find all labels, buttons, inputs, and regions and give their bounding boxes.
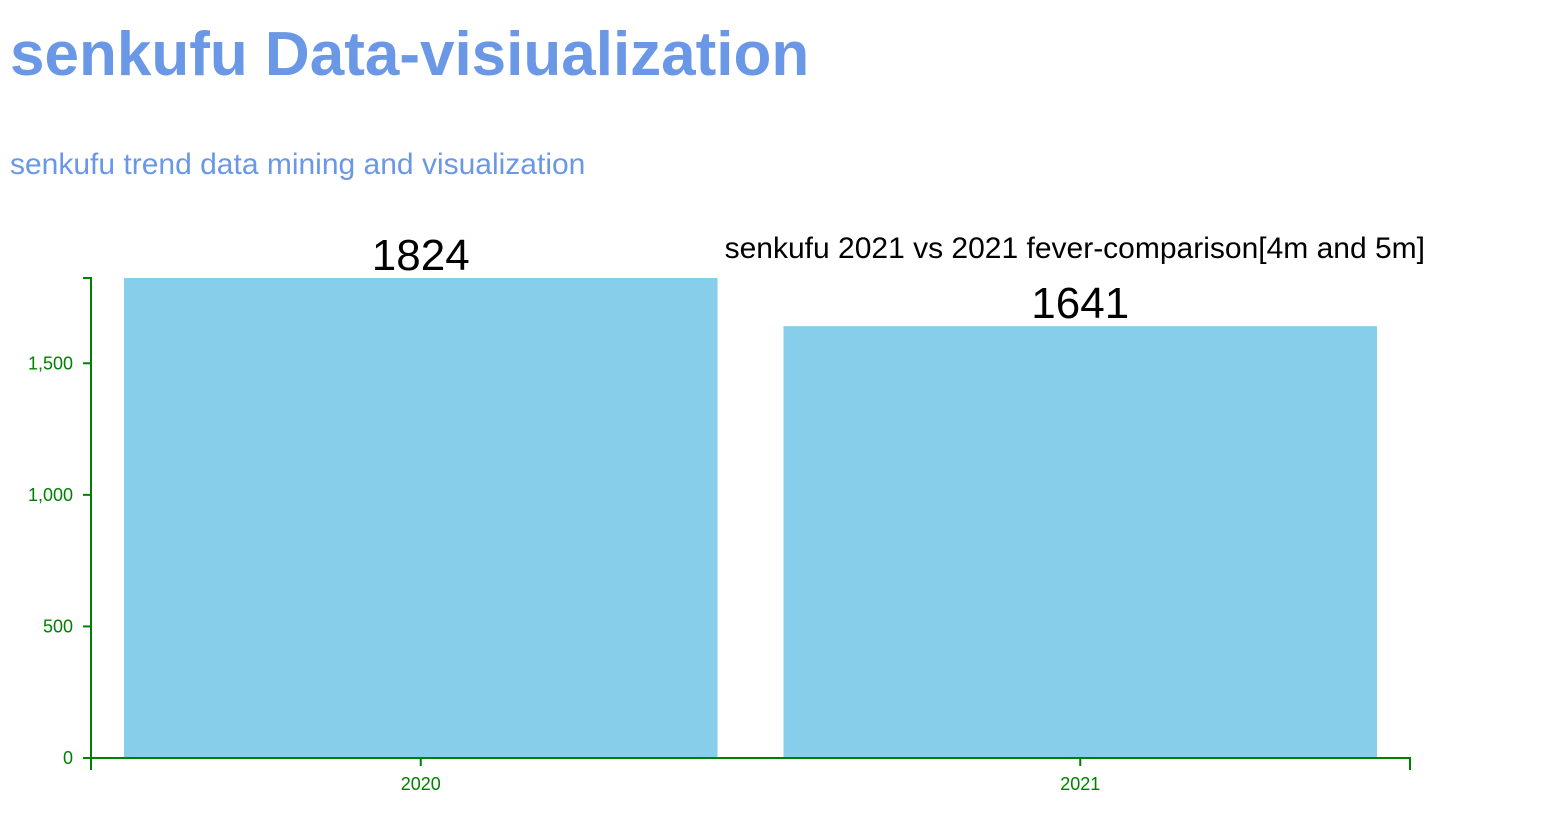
y-tick-label: 500: [43, 616, 73, 636]
x-tick-label-2020: 2020: [401, 774, 441, 794]
page-subtitle: senkufu trend data mining and visualizat…: [10, 148, 586, 181]
y-axis: 0 500 1,000 1,500: [28, 277, 92, 768]
y-axis-line: [83, 277, 92, 759]
value-labels-layer: 1824 1641: [372, 231, 1129, 328]
bar-2021: [783, 326, 1378, 758]
value-label-2020: 1824: [372, 231, 470, 280]
x-tick-label-2021: 2021: [1060, 774, 1100, 794]
x-axis-line: [90, 757, 1411, 770]
bar-2020: [123, 278, 718, 758]
y-tick-label: 1,000: [28, 485, 73, 505]
y-tick-label: 0: [63, 748, 73, 768]
page-title: senkufu Data-visiualization: [10, 20, 810, 89]
y-tick-label: 1,500: [28, 353, 73, 373]
value-label-2021: 1641: [1031, 279, 1129, 328]
x-axis: 2020 2021: [90, 757, 1411, 794]
chart-title: senkufu 2021 vs 2021 fever-comparison[4m…: [725, 232, 1425, 265]
bars-layer: [123, 278, 1378, 758]
